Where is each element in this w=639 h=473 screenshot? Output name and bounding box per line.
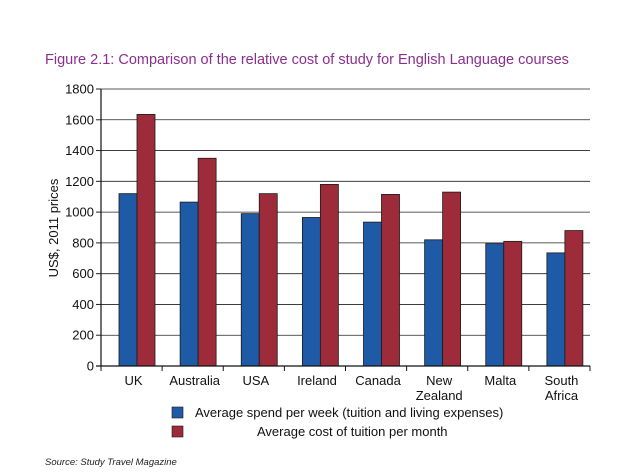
- source-note: Source: Study Travel Magazine: [45, 457, 177, 468]
- bar-monthly-tuition: [381, 194, 400, 367]
- y-tick-label: 800: [72, 235, 94, 250]
- x-category-label: South Africa: [544, 373, 578, 403]
- bar-monthly-tuition: [442, 191, 462, 367]
- bar-weekly-spend: [179, 201, 199, 367]
- y-axis-ticks: 0 200 400 600 800 1000 1200 1400 1600 1800: [65, 82, 101, 374]
- legend-swatch: [171, 425, 184, 438]
- bar-weekly-spend: [363, 221, 382, 367]
- y-tick-label: 1400: [65, 143, 94, 158]
- x-category-label: USA: [242, 373, 269, 388]
- bar-monthly-tuition: [503, 240, 523, 367]
- legend: Average spend per week (tuition and livi…: [171, 405, 503, 439]
- chart-title: Figure 2.1: Comparison of the relative c…: [45, 52, 569, 68]
- y-tick-label: 1200: [65, 174, 94, 189]
- y-tick-label: 1800: [65, 82, 94, 97]
- x-category-label: Malta: [484, 373, 517, 388]
- y-axis-label: US$, 2011 prices: [46, 178, 61, 277]
- x-category-label: New Zealand: [416, 373, 463, 403]
- y-tick-label: 0: [87, 359, 94, 374]
- bar-weekly-spend: [301, 217, 321, 367]
- bar-monthly-tuition: [319, 184, 339, 367]
- legend-swatch: [171, 406, 184, 419]
- y-tick-label: 1000: [65, 205, 94, 220]
- legend-label: Average spend per week (tuition and livi…: [195, 405, 503, 420]
- bar-weekly-spend: [424, 239, 444, 367]
- bars: [118, 113, 584, 367]
- y-tick-label: 200: [72, 328, 94, 343]
- bar-monthly-tuition: [136, 113, 156, 367]
- bar-weekly-spend: [546, 252, 566, 367]
- legend-label: Average cost of tuition per month: [257, 424, 448, 439]
- x-category-label: Ireland: [297, 373, 337, 388]
- y-tick-label: 1600: [65, 112, 94, 127]
- bar-monthly-tuition: [197, 157, 217, 367]
- bar-weekly-spend: [485, 243, 505, 367]
- y-tick-label: 400: [72, 297, 94, 312]
- x-category-label: UK: [125, 373, 143, 388]
- bar-weekly-spend: [240, 213, 260, 367]
- x-category-label: Canada: [355, 373, 401, 388]
- x-category-label: Australia: [169, 373, 220, 388]
- bar-monthly-tuition: [564, 230, 584, 367]
- y-tick-label: 600: [72, 266, 94, 281]
- axes: [96, 89, 591, 371]
- bar-weekly-spend: [118, 193, 138, 367]
- x-axis-categories: UK Australia USA Ireland Canada New Zealand Mal…: [125, 373, 579, 403]
- bar-monthly-tuition: [258, 193, 278, 367]
